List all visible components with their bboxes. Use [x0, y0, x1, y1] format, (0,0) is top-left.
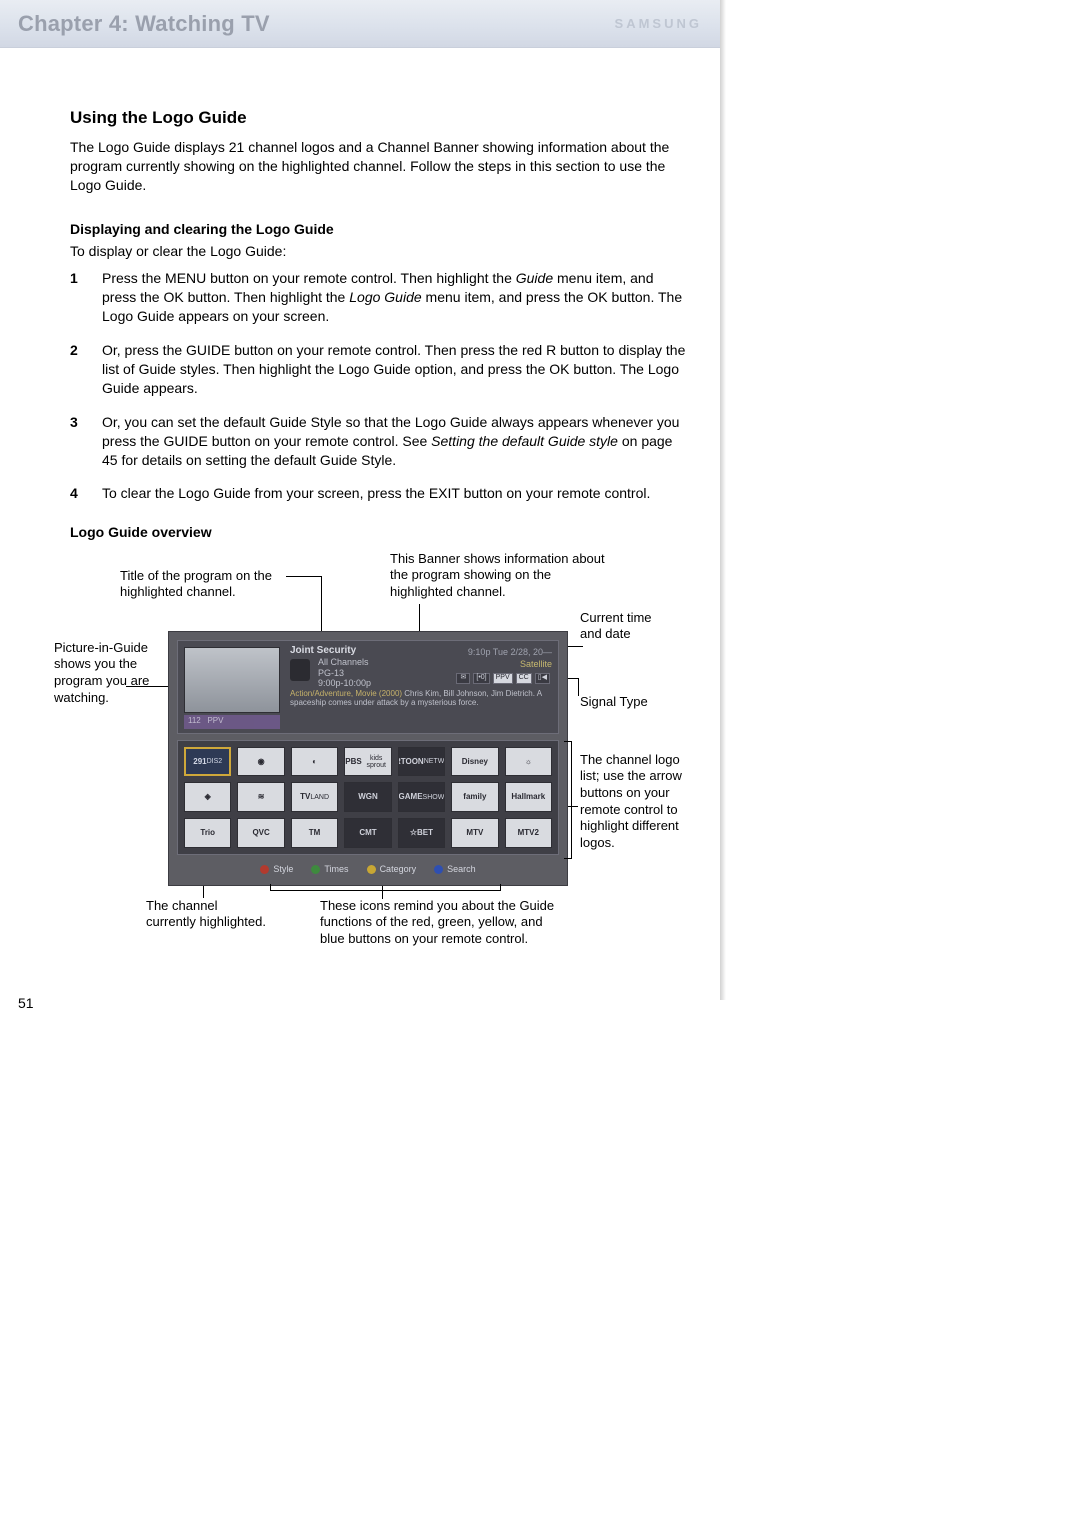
logo-grid: 291DIS2◉◐PBSkids sproutCARTOONNETWORKDis… [177, 740, 559, 855]
section-title: Using the Logo Guide [70, 108, 686, 128]
channel-logo: WGN [344, 782, 391, 812]
dolby-icon: [•0] [473, 673, 489, 684]
leader-bracket [564, 741, 572, 742]
banner-description: Action/Adventure, Movie (2000) Chris Kim… [290, 689, 552, 708]
leader-line [321, 576, 322, 636]
channel-logo: Trio [184, 818, 231, 848]
callout-title: Title of the program on the highlighted … [120, 568, 305, 601]
channel-logo: Hallmark [505, 782, 552, 812]
program-title: Joint Security [290, 645, 356, 658]
subsection-heading: Displaying and clearing the Logo Guide [70, 221, 686, 237]
legend-item: Search [434, 864, 476, 876]
channel-logo: 291DIS2 [184, 747, 231, 777]
channel-banner: 112 PPV Joint Security All Channels PG-1… [177, 640, 559, 734]
channel-logo: ≋ [237, 782, 284, 812]
brand-logo: SAMSUNG [615, 16, 702, 31]
channel-logo: QVC [237, 818, 284, 848]
content: Using the Logo Guide The Logo Guide disp… [0, 48, 720, 1006]
overview-heading: Logo Guide overview [70, 524, 686, 540]
channel-logo: CARTOONNETWORK [398, 747, 445, 777]
leader-bracket [270, 890, 500, 891]
chapter-header: Chapter 4: Watching TV SAMSUNG [0, 0, 720, 48]
channel-logo: ◈ [184, 782, 231, 812]
channel-logo: PBSkids sprout [344, 747, 391, 777]
step-2: Or, press the GUIDE button on your remot… [70, 341, 686, 399]
mail-icon: ✉ [456, 673, 470, 684]
channel-logo: ◉ [237, 747, 284, 777]
page-shadow [720, 0, 726, 1000]
callout-banner: This Banner shows information about the … [390, 551, 610, 601]
callout-datetime: Current time and date [580, 610, 660, 643]
tv-screenshot: 112 PPV Joint Security All Channels PG-1… [168, 631, 568, 886]
channel-logo: family [451, 782, 498, 812]
banner-datetime: 9:10p Tue 2/28, 20— [468, 647, 552, 659]
step-4: To clear the Logo Guide from your screen… [70, 484, 686, 503]
callout-highlighted: The channel currently highlighted. [146, 898, 266, 931]
legend-item: Style [260, 864, 293, 876]
callout-signal: Signal Type [580, 694, 680, 711]
callout-legend: These icons remind you about the Guide f… [320, 898, 560, 948]
pip-window [184, 647, 280, 713]
channel-logo: ◐ [291, 747, 338, 777]
leader-line [286, 576, 322, 577]
ppv-badge: PPV [493, 673, 513, 684]
channel-logo: TM [291, 818, 338, 848]
subsection-lede: To display or clear the Logo Guide: [70, 243, 686, 259]
legend-item: Times [311, 864, 348, 876]
leader-bracket [270, 884, 271, 891]
signal-icon: ▯◀ [535, 673, 550, 684]
pip-label: 112 PPV [184, 715, 280, 729]
logo-guide-diagram: Title of the program on the highlighted … [54, 546, 664, 1006]
leader-bracket [564, 858, 572, 859]
channel-logo: Disney [451, 747, 498, 777]
banner-badges: ✉ [•0] PPV CC ▯◀ [456, 673, 550, 684]
channel-logo: MTV [451, 818, 498, 848]
section-intro: The Logo Guide displays 21 channel logos… [70, 138, 686, 195]
leader-bracket [571, 741, 572, 858]
leader-line [578, 678, 579, 696]
manual-page: Chapter 4: Watching TV SAMSUNG Using the… [0, 0, 720, 1046]
channel-logo: CMT [344, 818, 391, 848]
step-1: Press the MENU button on your remote con… [70, 269, 686, 327]
page-number: 51 [18, 995, 34, 1011]
steps-list: Press the MENU button on your remote con… [70, 269, 686, 504]
channel-logo: MTV2 [505, 818, 552, 848]
callout-logolist: The channel logo list; use the arrow but… [580, 752, 690, 852]
step-3: Or, you can set the default Guide Style … [70, 413, 686, 471]
banner-source: Satellite [520, 659, 552, 671]
channel-logo: ☆BET [398, 818, 445, 848]
leader-bracket [500, 884, 501, 891]
banner-meta: All Channels PG-13 9:00p-10:00p [318, 657, 371, 689]
channel-logo: GAMESHOW [398, 782, 445, 812]
callout-pip: Picture-in-Guide shows you the program y… [54, 640, 162, 707]
button-legend: Style Times Category Search [177, 861, 559, 879]
channel-logo: ☼ [505, 747, 552, 777]
category-icon [290, 659, 310, 681]
legend-item: Category [367, 864, 417, 876]
chapter-title: Chapter 4: Watching TV [18, 11, 270, 37]
channel-logo: TVLAND [291, 782, 338, 812]
cc-badge: CC [516, 673, 532, 684]
